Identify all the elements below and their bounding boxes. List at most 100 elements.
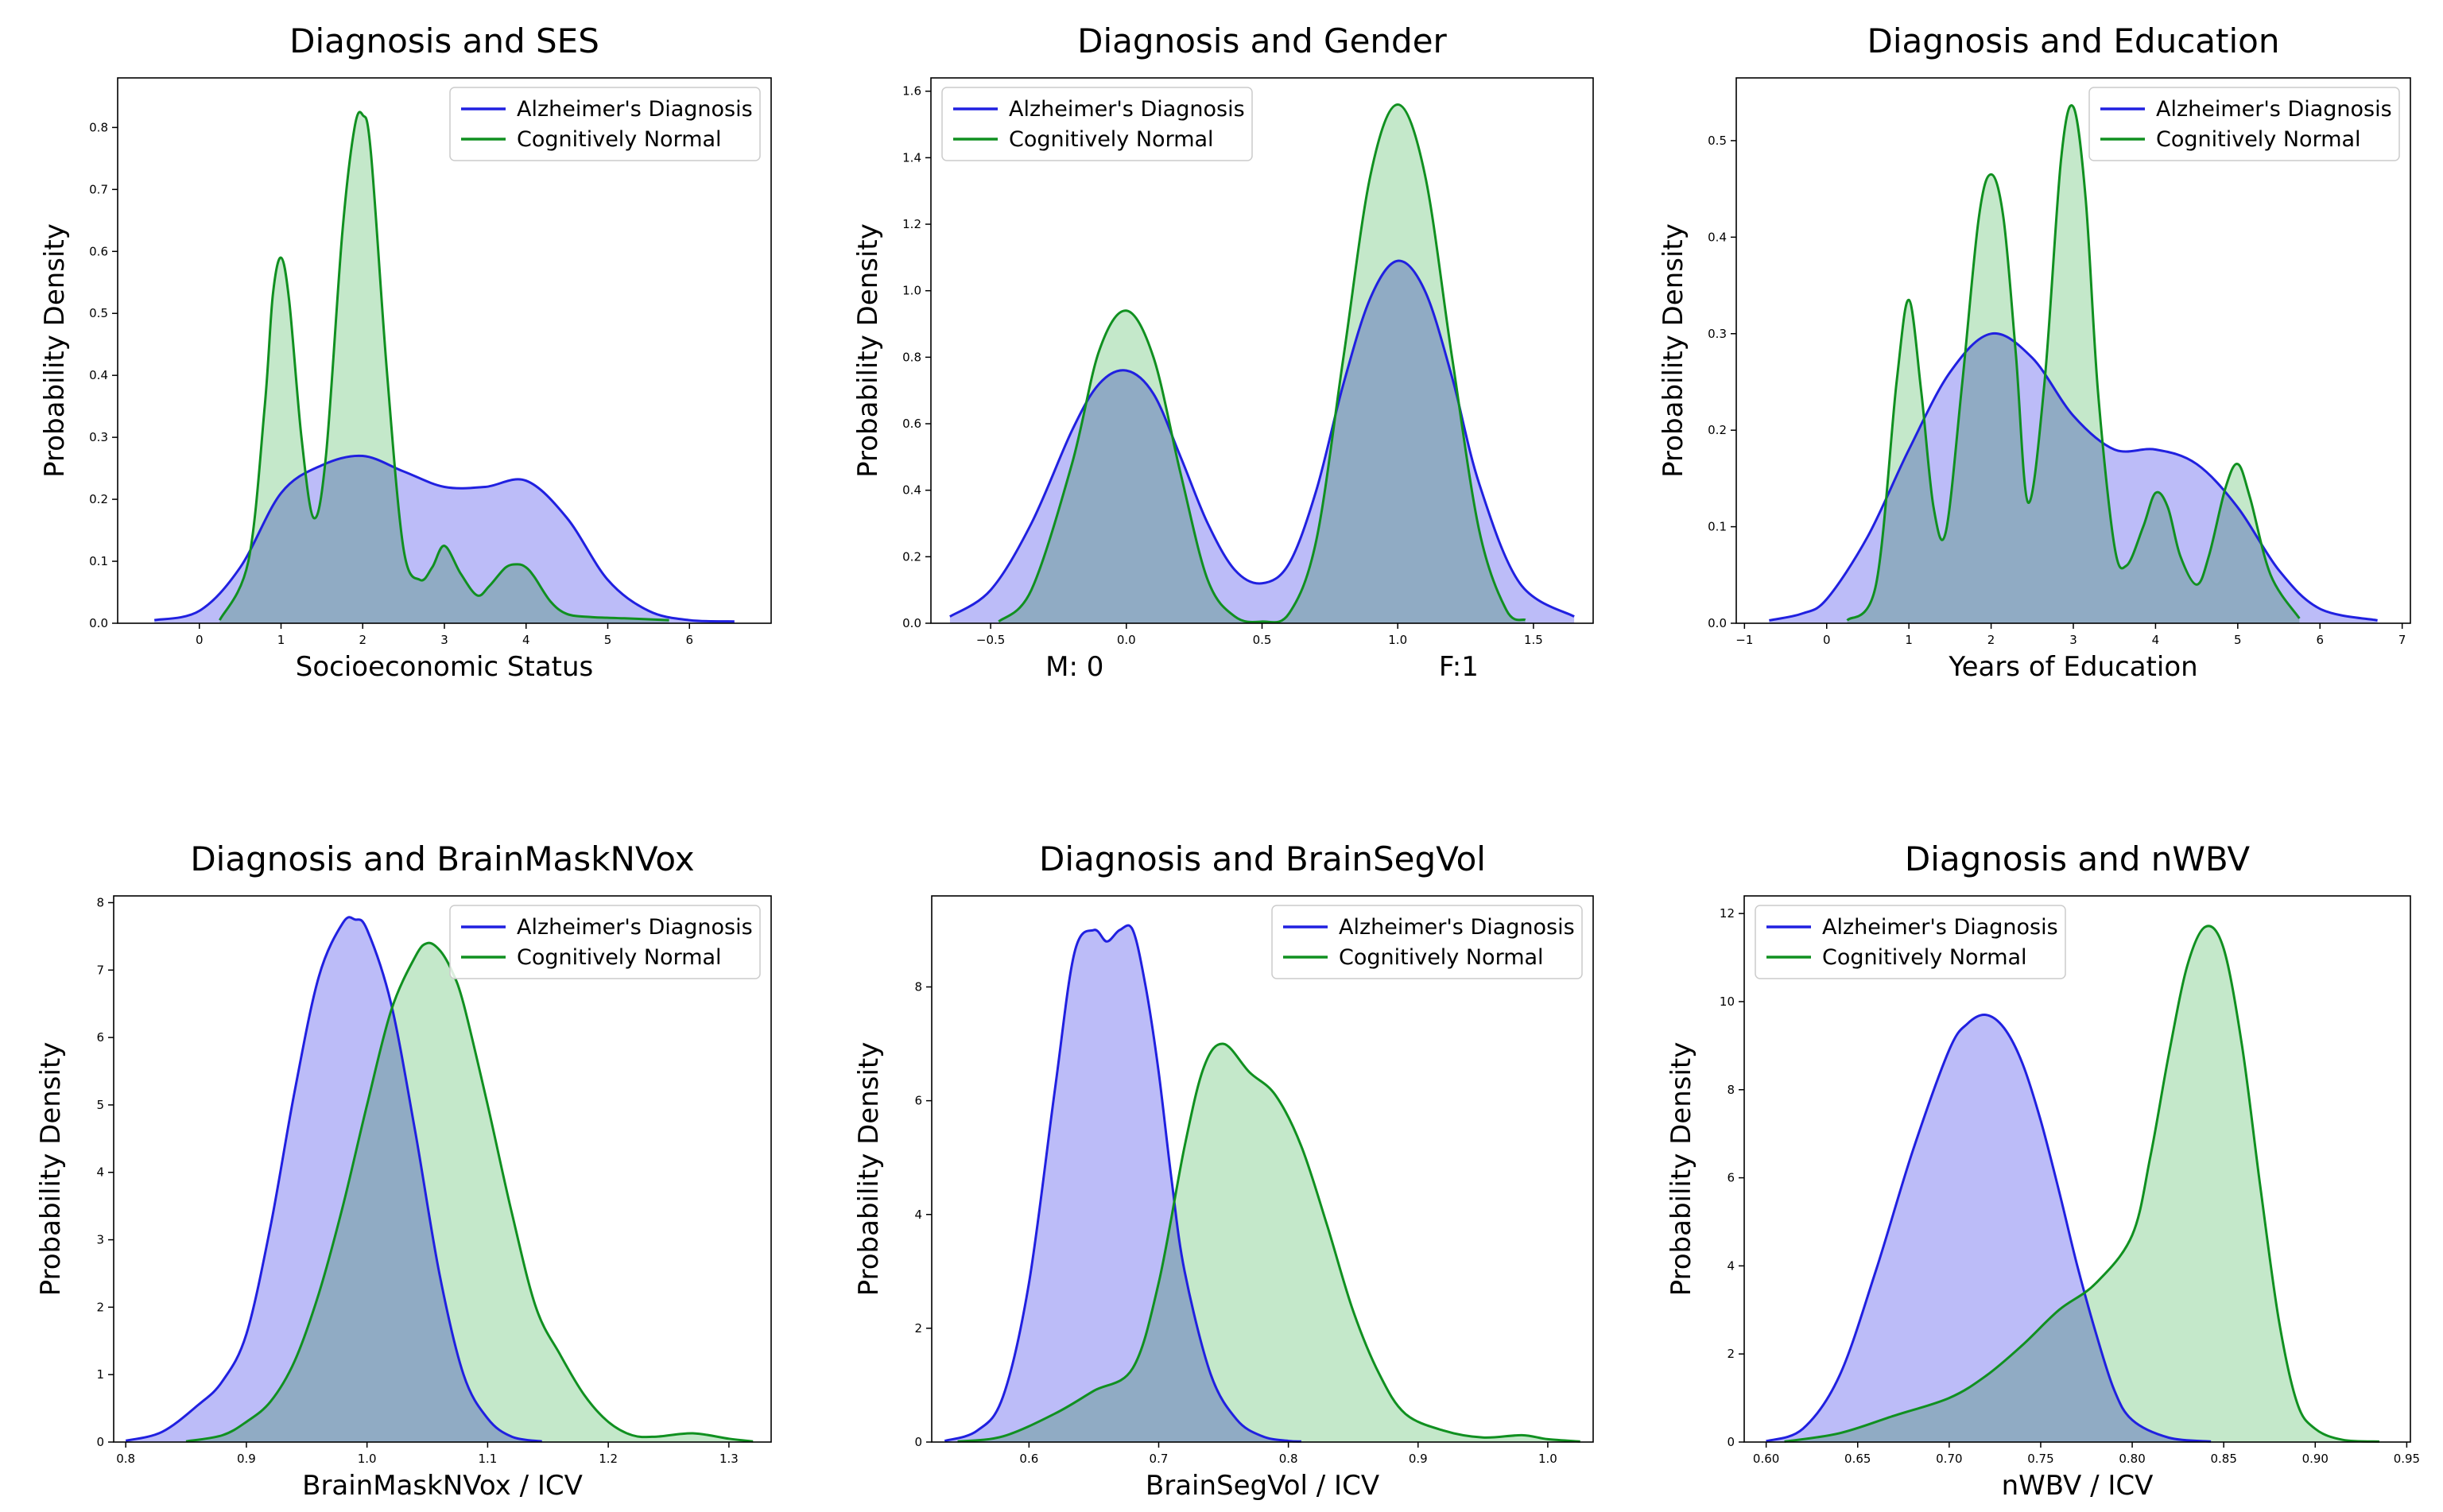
- x-tick-label: 0.5: [1253, 633, 1272, 647]
- legend-label-alzheimers: Alzheimer's Diagnosis: [517, 97, 753, 122]
- y-tick-label: 0.2: [902, 549, 921, 564]
- y-tick-label: 0.1: [89, 554, 108, 568]
- y-tick-label: 12: [1720, 906, 1735, 921]
- x-tick-label: 0.9: [1409, 1452, 1428, 1466]
- y-tick-label: 0.3: [89, 430, 108, 444]
- legend-box: [449, 905, 761, 979]
- chart-panel-6: 0.60 0.65 0.70 0.75 0.80 0.85 0.90 0.95 0 2 4 6 8 10 1…: [1666, 839, 2420, 1502]
- series-line-alzheimers: [944, 924, 1301, 1443]
- y-tick-label: 0.5: [1708, 134, 1727, 148]
- x-tick-label: 0.8: [1279, 1452, 1298, 1466]
- y-tick-label: 2: [914, 1321, 922, 1336]
- y-tick-label: 0.6: [89, 244, 108, 258]
- series-line-normal: [1784, 925, 2379, 1443]
- chart-panel-2: −0.5 0.0 0.5 1.0 1.5 0.0 0.2 0.4 0.6 0.8 1.0 1.2 1.4…: [852, 21, 1594, 683]
- legend: Alzheimer's Diagnosis Cognitively Normal: [1755, 905, 2066, 979]
- y-tick-label: 1.0: [902, 284, 921, 298]
- y-tick-label: 1.4: [902, 150, 921, 165]
- x-tick-label: 5: [2234, 633, 2242, 647]
- legend: Alzheimer's Diagnosis Cognitively Normal: [449, 87, 761, 161]
- x-tick-label: 4: [2152, 633, 2160, 647]
- x-tick-label: 0.90: [2302, 1452, 2329, 1466]
- y-tick-label: 0.4: [89, 368, 108, 382]
- y-tick-label: 0.6: [902, 417, 921, 431]
- y-tick-label: 0.0: [902, 616, 921, 630]
- y-tick-label: 0: [914, 1435, 922, 1449]
- series-line-alzheimers: [125, 916, 542, 1443]
- chart-panel-5: 0.6 0.7 0.8 0.9 1.0 0 2 4 6 8 Diagnosis and BrainS…: [853, 839, 1594, 1502]
- series-line-alzheimers: [949, 259, 1575, 618]
- x-tick-label: 0.9: [237, 1452, 256, 1466]
- y-tick-label: 0.8: [89, 120, 108, 134]
- chart-title: Diagnosis and SES: [289, 21, 599, 60]
- legend-label-normal: Cognitively Normal: [517, 127, 722, 152]
- legend-label-alzheimers: Alzheimer's Diagnosis: [1822, 915, 2058, 940]
- y-axis-label: Probability Density: [39, 223, 71, 478]
- series-area-normal: [957, 1043, 1580, 1442]
- chart-title: Diagnosis and Education: [1867, 21, 2280, 60]
- y-tick-label: 0.4: [1708, 230, 1727, 244]
- x-tick-label: 1.5: [1524, 633, 1543, 647]
- legend: Alzheimer's Diagnosis Cognitively Normal: [941, 87, 1253, 161]
- y-tick-label: 5: [96, 1098, 104, 1112]
- x-tick-label: −0.5: [976, 633, 1005, 647]
- y-tick-label: 4: [96, 1165, 104, 1180]
- x-tick-label: 1.0: [358, 1452, 377, 1466]
- series-area-alzheimers: [1766, 1014, 2212, 1442]
- x-tick-label: 3: [2069, 633, 2077, 647]
- x-axis-label: BrainMaskNVox / ICV: [302, 1470, 583, 1502]
- chart-panel-4: 0.8 0.9 1.0 1.1 1.2 1.3 0 1 2 3 4 5 6 7 8 Diagnosis and…: [35, 839, 772, 1502]
- x-tick-label: 0.95: [2394, 1452, 2420, 1466]
- x-tick-label: 0: [196, 633, 204, 647]
- legend-box: [941, 87, 1253, 161]
- x-tick-label: 6: [2316, 633, 2324, 647]
- y-axis-label: Probability Density: [35, 1042, 67, 1297]
- series-area-normal: [999, 104, 1526, 623]
- x-tick-label: 1.1: [478, 1452, 497, 1466]
- y-axis-label: Probability Density: [852, 223, 884, 478]
- legend-box: [1755, 905, 2066, 979]
- series-area-normal: [1847, 105, 2300, 623]
- y-tick-label: 0.5: [89, 306, 108, 320]
- x-tick-label: 0.75: [2027, 1452, 2053, 1466]
- y-tick-label: 1: [96, 1367, 104, 1382]
- y-tick-label: 0.8: [902, 350, 921, 364]
- y-axis-label: Probability Density: [853, 1042, 885, 1297]
- series-line-normal: [219, 110, 669, 622]
- plot-frame: [1743, 895, 2411, 1443]
- x-tick-label: 1.0: [1388, 633, 1407, 647]
- legend-label-normal: Cognitively Normal: [2156, 127, 2361, 152]
- y-tick-label: 0.4: [902, 483, 921, 498]
- legend-label-normal: Cognitively Normal: [1339, 945, 1544, 970]
- x-tick-label: 0.60: [1753, 1452, 1779, 1466]
- y-tick-label: 4: [914, 1208, 922, 1222]
- y-tick-label: 6: [96, 1030, 104, 1045]
- y-tick-label: 0.3: [1708, 327, 1727, 341]
- x-tick-label: 0.0: [1117, 633, 1136, 647]
- series-area-alzheimers: [944, 925, 1301, 1442]
- legend-label-alzheimers: Alzheimer's Diagnosis: [1009, 97, 1245, 122]
- x-tick-label: 0.80: [2119, 1452, 2145, 1466]
- y-tick-label: 6: [914, 1094, 922, 1108]
- y-tick-label: 2: [96, 1300, 104, 1314]
- x-axis-label: Socioeconomic Status: [296, 651, 594, 683]
- x-tick-label: 0.7: [1150, 1452, 1169, 1466]
- series-line-normal: [998, 103, 1526, 624]
- chart-panel-3: −1 0 1 2 3 4 5 6 7 0.0 0.1 0.2 0.3 0.4 0.5 Diagnosis an…: [1658, 21, 2411, 683]
- legend-box: [2088, 87, 2400, 161]
- y-tick-label: 7: [96, 963, 104, 977]
- y-tick-label: 8: [914, 980, 922, 994]
- legend: Alzheimer's Diagnosis Cognitively Normal: [1271, 905, 1583, 979]
- y-axis-label: Probability Density: [1658, 223, 1689, 478]
- y-tick-label: 0.2: [89, 492, 108, 506]
- y-tick-label: 0.7: [89, 182, 108, 196]
- chart-title: Diagnosis and BrainMaskNVox: [190, 839, 694, 878]
- y-axis-label: Probability Density: [1666, 1042, 1697, 1297]
- x-tick-label: 2: [1987, 633, 1995, 647]
- y-tick-label: 10: [1720, 994, 1735, 1009]
- x-axis-label: BrainSegVol / ICV: [1146, 1470, 1379, 1502]
- plot-frame: [113, 895, 772, 1443]
- series-line-normal: [1846, 104, 2301, 622]
- y-tick-label: 0: [96, 1435, 104, 1449]
